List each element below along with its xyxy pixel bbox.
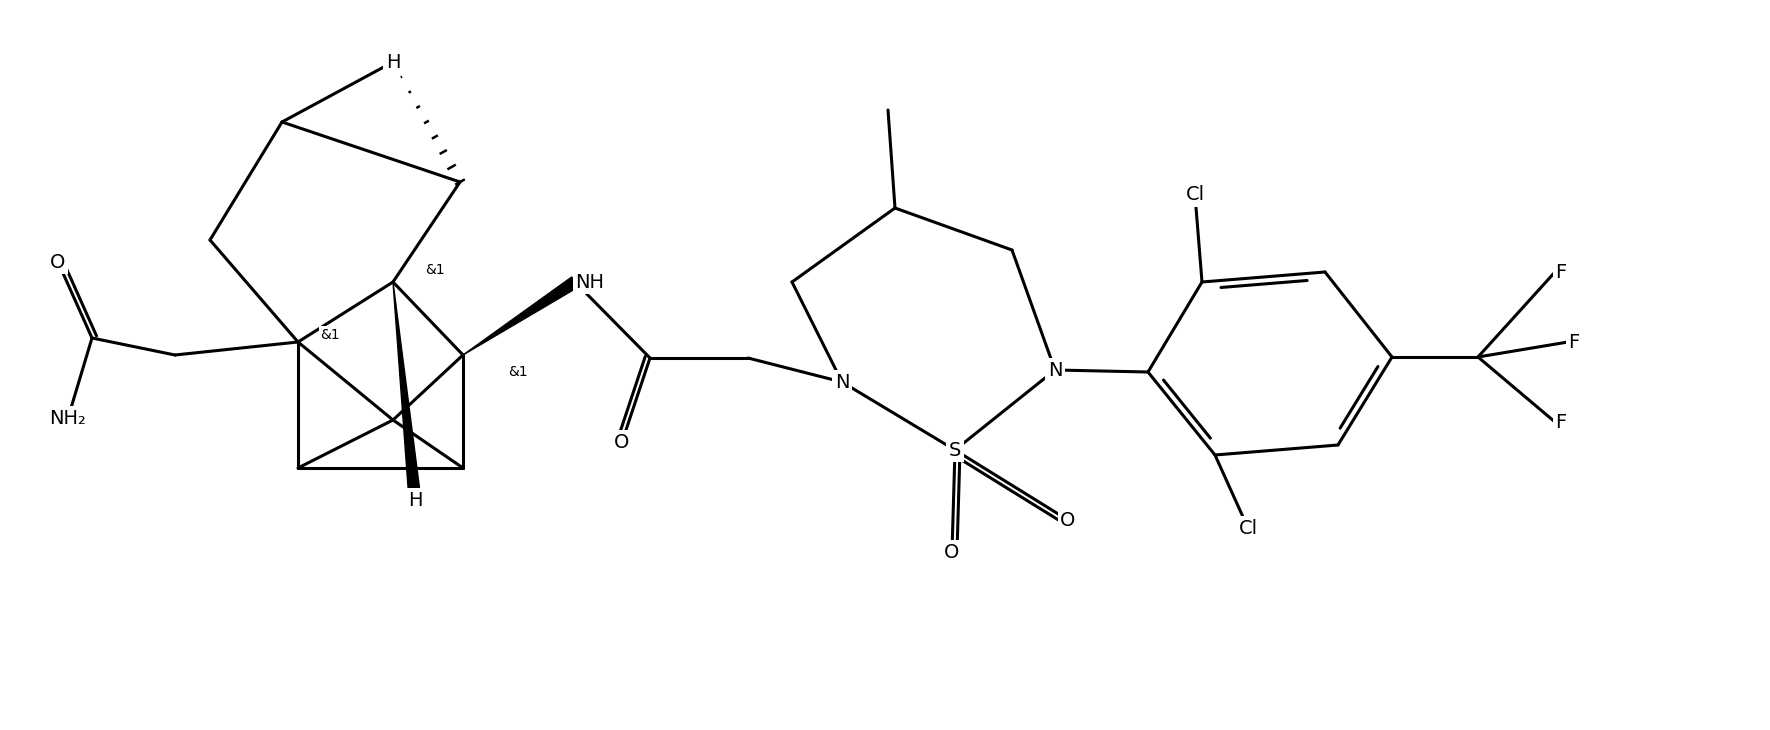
Text: NH: NH bbox=[575, 272, 604, 291]
Text: Cl: Cl bbox=[1239, 518, 1257, 537]
Text: N: N bbox=[1048, 361, 1062, 380]
Text: &1: &1 bbox=[425, 263, 444, 277]
Text: O: O bbox=[614, 432, 630, 451]
Text: O: O bbox=[1060, 510, 1076, 529]
Text: O: O bbox=[945, 542, 959, 561]
Text: F: F bbox=[1568, 332, 1579, 352]
Polygon shape bbox=[464, 277, 579, 355]
Text: F: F bbox=[1556, 412, 1566, 431]
Text: H: H bbox=[407, 491, 423, 510]
Text: NH₂: NH₂ bbox=[50, 409, 87, 428]
Polygon shape bbox=[393, 282, 421, 501]
Text: &1: &1 bbox=[508, 365, 527, 379]
Text: H: H bbox=[386, 53, 400, 72]
Text: F: F bbox=[1556, 263, 1566, 282]
Text: S: S bbox=[949, 440, 961, 459]
Text: &1: &1 bbox=[320, 328, 340, 342]
Text: N: N bbox=[835, 372, 850, 391]
Text: Cl: Cl bbox=[1186, 185, 1205, 204]
Text: O: O bbox=[50, 253, 65, 272]
